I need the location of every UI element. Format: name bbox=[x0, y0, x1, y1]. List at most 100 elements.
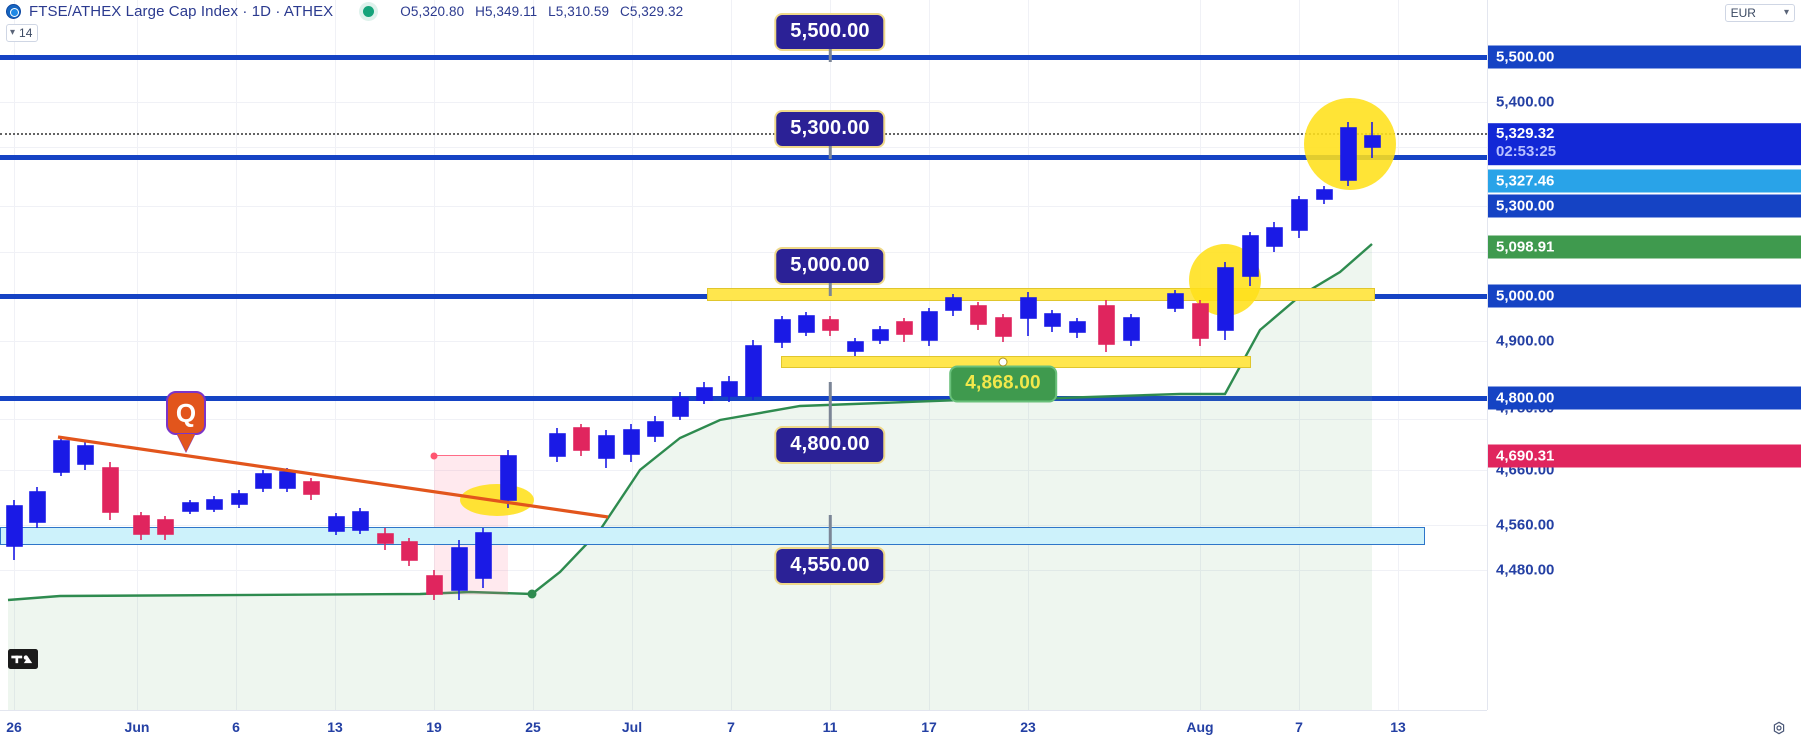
ohlc-open: O5,320.80 bbox=[400, 3, 465, 19]
xtick: 7 bbox=[1295, 719, 1303, 735]
alert-label-text: 4,868.00 bbox=[965, 372, 1041, 394]
xtick: 19 bbox=[426, 719, 442, 735]
support-zone-4560[interactable] bbox=[0, 527, 1425, 545]
xtick: 6 bbox=[232, 719, 240, 735]
currency-selector[interactable]: EUR ▾ bbox=[1724, 4, 1795, 22]
gridline-v bbox=[1299, 0, 1300, 710]
chart-legend: FTSE/ATHEX Large Cap Index · 1D · ATHEX … bbox=[0, 0, 690, 22]
gridline-h bbox=[0, 470, 1487, 471]
gridline-v bbox=[632, 0, 633, 710]
market-open-dot-icon bbox=[363, 5, 375, 17]
indicator-label: 14 bbox=[19, 26, 33, 40]
currency-value: EUR bbox=[1730, 6, 1756, 20]
gridline-v bbox=[434, 0, 435, 710]
time-axis[interactable]: 26 Jun 6 13 19 25 Jul 7 11 17 23 Aug 7 1… bbox=[0, 710, 1487, 743]
price-tick-4560: 4,560.00 bbox=[1496, 516, 1555, 534]
xtick: 26 bbox=[6, 719, 22, 735]
alert-label-5300[interactable]: 5,300.00 bbox=[774, 110, 886, 159]
gridline-h bbox=[0, 570, 1487, 571]
price-badge-5098[interactable]: 5,098.91 bbox=[1488, 235, 1801, 259]
price-line-4800[interactable] bbox=[0, 396, 1487, 401]
downtrend-line[interactable] bbox=[0, 0, 1487, 710]
xtick: 13 bbox=[327, 719, 343, 735]
price-badge-5327[interactable]: 5,327.46 bbox=[1488, 169, 1801, 193]
chevron-down-icon[interactable]: ▾ bbox=[1783, 7, 1789, 18]
ohlc-low: L5,310.59 bbox=[548, 3, 610, 19]
indicator-legend-chip[interactable]: ▾ 14 bbox=[6, 24, 39, 42]
gridline-v bbox=[830, 0, 831, 710]
alert-stem bbox=[828, 382, 832, 428]
gridline-v bbox=[14, 0, 15, 710]
price-badge-5300[interactable]: 5,300.00 bbox=[1488, 194, 1801, 218]
price-tick-4480: 4,480.00 bbox=[1496, 561, 1555, 579]
athex-logo-icon bbox=[6, 3, 21, 19]
xtick: Jul bbox=[621, 719, 643, 735]
price-axis[interactable]: 5,500.00 5,400.00 5,329.32 02:53:25 5,32… bbox=[1487, 0, 1801, 710]
alert-stem bbox=[828, 283, 832, 296]
bar-countdown-timer: 02:53:25 bbox=[1496, 143, 1557, 161]
gridline-v bbox=[731, 0, 732, 710]
pink-range-box[interactable] bbox=[434, 455, 508, 595]
alert-label-text: 4,550.00 bbox=[790, 554, 870, 576]
xtick: 17 bbox=[921, 719, 937, 735]
gridline-h bbox=[0, 102, 1487, 103]
alert-label-4800[interactable]: 4,800.00 bbox=[774, 382, 886, 464]
baseline-start-dot bbox=[527, 589, 537, 599]
q-marker[interactable]: Q bbox=[166, 391, 206, 452]
alert-label-text: 5,500.00 bbox=[790, 20, 870, 42]
gridline-v bbox=[1200, 0, 1201, 710]
current-price-badge[interactable]: 5,329.32 02:53:25 bbox=[1488, 123, 1801, 165]
highlight-circle-5000-retest[interactable] bbox=[1189, 244, 1261, 316]
price-line-5500[interactable] bbox=[0, 55, 1487, 60]
q-marker-label: Q bbox=[166, 391, 206, 435]
gridline-h bbox=[0, 525, 1487, 526]
xtick: 13 bbox=[1390, 719, 1406, 735]
baseline-trend-area bbox=[7, 243, 1373, 710]
price-tick-5400: 5,400.00 bbox=[1496, 93, 1555, 111]
xtick: 25 bbox=[525, 719, 541, 735]
tradingview-logo-icon bbox=[8, 648, 38, 670]
pink-box-anchor-dot[interactable] bbox=[430, 452, 438, 460]
ohlc-values: O5,320.80 H5,349.11 L5,310.59 C5,329.32 bbox=[400, 4, 690, 19]
symbol-title[interactable]: FTSE/ATHEX Large Cap Index · 1D · ATHEX bbox=[29, 2, 334, 20]
alert-label-4550[interactable]: 4,550.00 bbox=[774, 515, 886, 585]
price-badge-4690[interactable]: 4,690.31 bbox=[1488, 444, 1801, 468]
chart-plot-area[interactable]: Q 5,500.00 5,300.00 5,000.00 4,800.00 4,… bbox=[0, 0, 1487, 710]
price-badge-5000[interactable]: 5,000.00 bbox=[1488, 284, 1801, 308]
price-badge-5500[interactable]: 5,500.00 bbox=[1488, 45, 1801, 69]
current-price-value: 5,329.32 bbox=[1496, 125, 1555, 143]
gridline-v bbox=[929, 0, 930, 710]
price-line-current-5329 bbox=[0, 133, 1487, 135]
xtick: 11 bbox=[822, 719, 838, 735]
q-marker-tip-icon bbox=[177, 434, 195, 452]
highlight-ellipse-june-low[interactable] bbox=[460, 484, 534, 516]
alert-stem bbox=[828, 146, 832, 159]
gridline-v bbox=[236, 0, 237, 710]
alert-label-text: 5,000.00 bbox=[790, 254, 870, 276]
xtick: 7 bbox=[727, 719, 735, 735]
alert-label-text: 5,300.00 bbox=[790, 117, 870, 139]
candlestick-series[interactable] bbox=[0, 0, 1487, 710]
highlight-circle-breakout[interactable] bbox=[1304, 98, 1396, 190]
xtick: 23 bbox=[1020, 719, 1036, 735]
gridline-v bbox=[1398, 0, 1399, 710]
alert-label-5000[interactable]: 5,000.00 bbox=[774, 247, 886, 296]
price-line-5300[interactable] bbox=[0, 155, 1487, 160]
alert-label-4868[interactable]: 4,868.00 bbox=[949, 365, 1057, 403]
supply-zone-5000[interactable] bbox=[707, 288, 1375, 301]
gridline-h bbox=[0, 147, 1487, 148]
gridline-v bbox=[335, 0, 336, 710]
gridline-v bbox=[533, 0, 534, 710]
price-tick-4900: 4,900.00 bbox=[1496, 332, 1555, 350]
gridline-h bbox=[0, 206, 1487, 207]
supply-zone-4868-anchor-dot[interactable] bbox=[999, 358, 1007, 366]
ohlc-high: H5,349.11 bbox=[475, 3, 538, 19]
price-badge-4800[interactable]: 4,800.00 bbox=[1488, 386, 1801, 410]
gridline-v bbox=[137, 0, 138, 710]
gridline-h bbox=[0, 341, 1487, 342]
settings-gear-icon[interactable] bbox=[1771, 721, 1787, 737]
chevron-down-icon[interactable]: ▾ bbox=[10, 27, 16, 38]
alert-label-5500[interactable]: 5,500.00 bbox=[774, 13, 886, 62]
ohlc-close: C5,329.32 bbox=[619, 3, 684, 19]
